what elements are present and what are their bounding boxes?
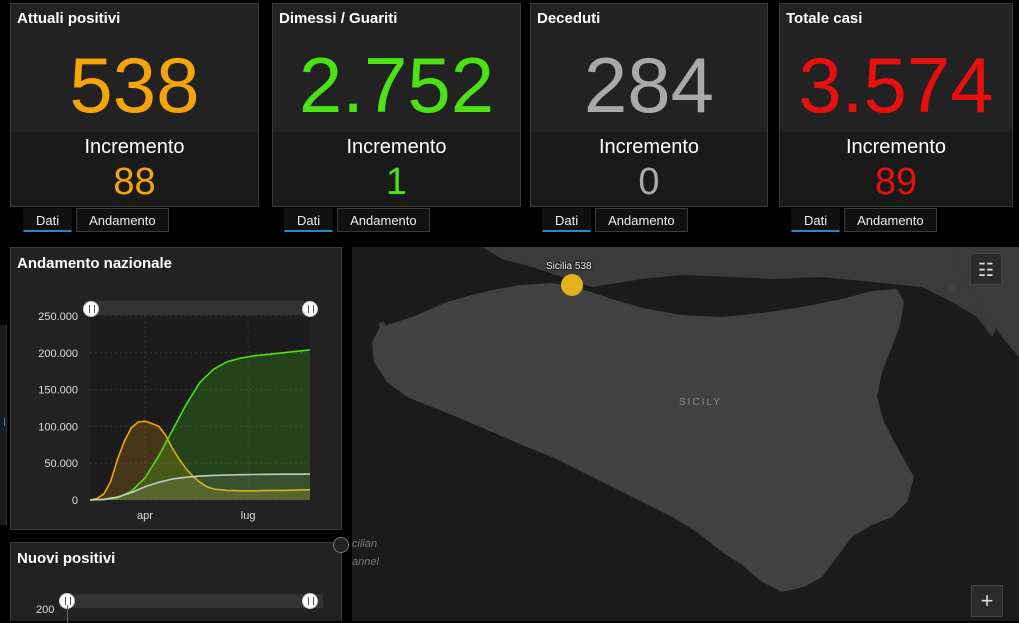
card-increment-area: Incremento 89 (780, 132, 1012, 206)
chart-title: Andamento nazionale (17, 255, 173, 272)
legend-list-button[interactable]: ☷ (970, 253, 1002, 285)
chart-panel-nuovi-positivi: Nuovi positivi 200 (10, 542, 342, 623)
y-tick-label: 200 (36, 604, 55, 616)
series-area (90, 421, 310, 500)
card-title: Attuali positivi (17, 10, 121, 27)
tabs-totale-casi: Dati Andamento (791, 208, 937, 234)
card-value: 3.574 (798, 41, 994, 129)
zoom-in-button[interactable]: + (971, 585, 1003, 617)
tabs-attuali-positivi: Dati Andamento (23, 208, 169, 234)
range-handle-left[interactable] (83, 301, 99, 317)
range-handle-right[interactable] (302, 301, 318, 317)
list-icon: ☷ (977, 260, 995, 280)
range-slider-track[interactable] (73, 594, 323, 608)
plot-background (90, 316, 310, 500)
small-island (948, 283, 956, 291)
y-tick-label: 200.000 (38, 348, 78, 360)
increment-value: 89 (874, 161, 918, 203)
increment-label: Incremento (598, 136, 700, 158)
increment-label: Incremento (845, 136, 947, 158)
card-value: 538 (69, 41, 200, 129)
card-dimessi-guariti: Dimessi / Guariti 2.752 Incremento 1 (272, 3, 521, 207)
range-slider-track[interactable] (91, 301, 311, 315)
y-tick-label: 0 (72, 495, 78, 507)
series-line (89, 473, 311, 501)
x-tick-label: lug (241, 510, 256, 522)
y-tick-label: 50.000 (44, 458, 78, 470)
tab-dati[interactable]: Dati (23, 208, 73, 232)
increment-value: 0 (638, 161, 660, 203)
small-island (379, 322, 385, 328)
region-label: SICILY (679, 397, 722, 408)
tabs-dimessi-guariti: Dati Andamento (284, 208, 430, 234)
map-canvas (372, 247, 1019, 592)
card-title: Deceduti (537, 10, 601, 27)
sea-label: cilian (352, 538, 378, 550)
plus-icon: + (980, 588, 994, 613)
card-increment-area: Incremento 0 (531, 132, 767, 206)
y-tick-label: 150.000 (38, 385, 78, 397)
sidebar-toggle[interactable] (0, 325, 7, 525)
calabria-coast (952, 247, 1019, 357)
map-view[interactable]: SICILY Sicilia 538 ☷ + (352, 247, 1019, 621)
series-line (89, 420, 311, 501)
card-totale-casi: Totale casi 3.574 Incremento 89 (779, 3, 1013, 207)
sicily-land (372, 283, 914, 592)
tab-andamento[interactable]: Andamento (337, 208, 430, 232)
card-title: Dimessi / Guariti (279, 10, 398, 27)
increment-label: Incremento (346, 136, 447, 158)
tab-dati[interactable]: Dati (791, 208, 841, 232)
increment-label: Incremento (84, 136, 185, 158)
marker-label: Sicilia 538 (546, 261, 592, 272)
chart-panel-andamento: Andamento nazionale 250.000 200.000 150.00… (10, 247, 342, 530)
sea-label: annel (352, 556, 379, 568)
increment-value: 1 (385, 161, 408, 203)
series-area (90, 474, 310, 500)
y-tick-label: 250.000 (38, 311, 78, 323)
expand-icon[interactable] (333, 537, 349, 553)
tab-andamento[interactable]: Andamento (595, 208, 688, 232)
tab-andamento[interactable]: Andamento (844, 208, 937, 232)
tab-dati[interactable]: Dati (542, 208, 592, 232)
map-marker[interactable] (561, 274, 583, 296)
card-attuali-positivi: Attuali positivi 538 Incremento 88 (10, 3, 259, 207)
series-area (90, 349, 310, 500)
small-island (500, 315, 504, 319)
card-increment-area: Incremento 1 (273, 132, 520, 206)
chart-title: Nuovi positivi (17, 550, 116, 567)
increment-value: 88 (113, 161, 156, 203)
card-value: 284 (583, 41, 715, 129)
tab-andamento[interactable]: Andamento (76, 208, 169, 232)
tabs-deceduti: Dati Andamento (542, 208, 688, 234)
card-deceduti: Deceduti 284 Incremento 0 (530, 3, 768, 207)
card-increment-area: Incremento 88 (11, 132, 258, 206)
chevron-right-icon (0, 418, 5, 426)
y-tick-label: 100.000 (38, 421, 78, 433)
mainland-coast (482, 247, 1019, 337)
x-tick-label: apr (137, 510, 153, 522)
y-axis-line (67, 605, 68, 623)
range-handle-right[interactable] (302, 593, 318, 609)
card-value: 2.752 (298, 41, 495, 129)
national-trend-chart: 250.000 200.000 150.000 100.000 50.000 0 apr lu… (38, 301, 311, 522)
card-title: Totale casi (786, 10, 863, 27)
tab-dati[interactable]: Dati (284, 208, 334, 232)
